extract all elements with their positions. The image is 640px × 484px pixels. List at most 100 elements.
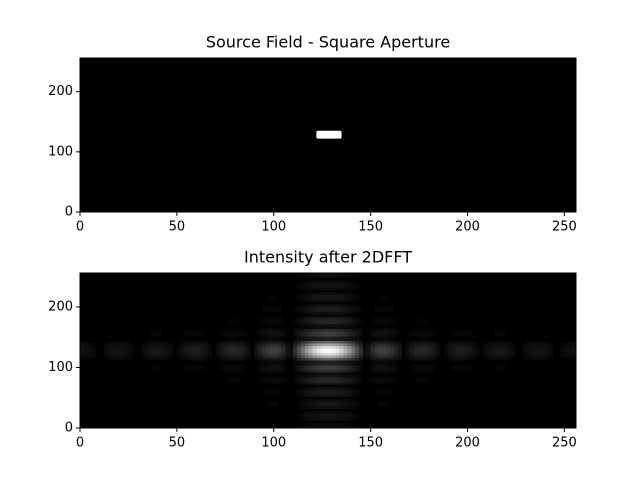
intensity-cell	[320, 319, 325, 322]
intensity-cell	[409, 355, 414, 359]
intensity-cell	[378, 362, 383, 366]
intensity-cell	[266, 357, 271, 361]
intensity-cell	[188, 340, 193, 344]
intensity-cell	[266, 352, 271, 356]
intensity-cell	[502, 365, 507, 368]
intensity-cell	[165, 355, 170, 359]
intensity-cell	[494, 343, 499, 346]
intensity-cell	[149, 350, 154, 354]
intensity-cell	[227, 345, 232, 349]
intensity-cell	[161, 357, 166, 361]
intensity-cell	[304, 357, 309, 361]
intensity-cell	[161, 343, 166, 346]
intensity-cell	[196, 355, 201, 359]
intensity-cell	[328, 398, 333, 402]
intensity-cell	[227, 321, 232, 325]
intensity-cell	[316, 282, 321, 286]
intensity-cell	[145, 340, 151, 344]
intensity-cell	[227, 357, 232, 361]
intensity-cell	[258, 369, 263, 373]
intensity-cell	[304, 389, 309, 392]
intensity-cell	[355, 297, 360, 300]
intensity-cell	[525, 348, 530, 351]
intensity-cell	[328, 297, 333, 300]
intensity-cell	[277, 343, 282, 346]
intensity-cell	[204, 343, 209, 346]
intensity-cell	[347, 367, 352, 371]
intensity-cell	[262, 328, 267, 332]
intensity-cell	[498, 348, 503, 351]
intensity-cell	[312, 372, 317, 376]
intensity-cell	[103, 352, 108, 356]
intensity-cell	[231, 321, 236, 325]
intensity-cell	[304, 338, 309, 342]
intensity-cell	[463, 345, 468, 349]
intensity-cell	[316, 401, 321, 405]
intensity-cell	[308, 343, 313, 346]
intensity-cell	[568, 348, 573, 351]
intensity-cell	[486, 357, 492, 361]
intensity-cell	[378, 403, 383, 407]
intensity-cell	[266, 365, 271, 368]
intensity-cell	[266, 355, 271, 359]
intensity-cell	[297, 323, 302, 327]
intensity-cell	[413, 345, 418, 349]
intensity-cell	[308, 352, 313, 356]
intensity-cell	[424, 379, 430, 383]
intensity-cell	[335, 384, 340, 388]
intensity-cell	[382, 319, 387, 322]
intensity-cell	[378, 328, 383, 332]
intensity-cell	[351, 403, 356, 407]
intensity-cell	[386, 328, 391, 332]
intensity-cell	[180, 348, 185, 351]
chart-title: Source Field - Square Aperture	[206, 33, 450, 52]
intensity-cell	[297, 360, 302, 363]
intensity-cell	[83, 343, 89, 346]
intensity-cell	[343, 411, 348, 414]
intensity-cell	[455, 343, 461, 346]
intensity-cell	[215, 352, 220, 356]
intensity-cell	[455, 357, 461, 361]
intensity-cell	[343, 362, 348, 366]
intensity-cell	[339, 340, 344, 344]
intensity-cell	[486, 348, 492, 351]
intensity-cell	[382, 316, 387, 320]
intensity-cell	[343, 348, 348, 351]
intensity-cell	[374, 345, 379, 349]
intensity-cell	[436, 348, 441, 351]
intensity-cell	[269, 319, 275, 322]
intensity-cell	[324, 360, 329, 363]
intensity-cell	[390, 377, 395, 380]
intensity-cell	[266, 345, 271, 349]
intensity-cell	[87, 350, 92, 354]
intensity-cell	[254, 367, 259, 371]
intensity-cell	[498, 365, 503, 368]
intensity-cell	[238, 343, 244, 346]
intensity-cell	[107, 343, 112, 346]
intensity-cell	[545, 352, 550, 356]
intensity-cell	[393, 348, 399, 351]
intensity-cell	[444, 352, 449, 356]
intensity-cell	[572, 345, 577, 349]
intensity-cell	[235, 355, 240, 359]
intensity-cell	[417, 377, 422, 380]
intensity-cell	[475, 355, 480, 359]
intensity-cell	[390, 335, 395, 339]
intensity-cell	[273, 369, 278, 373]
intensity-cell	[417, 352, 422, 356]
intensity-cell	[502, 355, 507, 359]
intensity-cell	[351, 304, 356, 308]
intensity-cell	[343, 309, 348, 313]
intensity-cell	[359, 331, 364, 334]
intensity-cell	[316, 379, 321, 383]
intensity-cell	[80, 352, 85, 356]
intensity-cell	[328, 369, 333, 373]
intensity-cell	[320, 386, 325, 390]
intensity-cell	[347, 323, 352, 327]
intensity-cell	[343, 381, 348, 385]
intensity-cell	[277, 362, 282, 366]
intensity-cell	[269, 323, 275, 327]
intensity-cell	[397, 348, 402, 351]
intensity-cell	[347, 292, 352, 296]
